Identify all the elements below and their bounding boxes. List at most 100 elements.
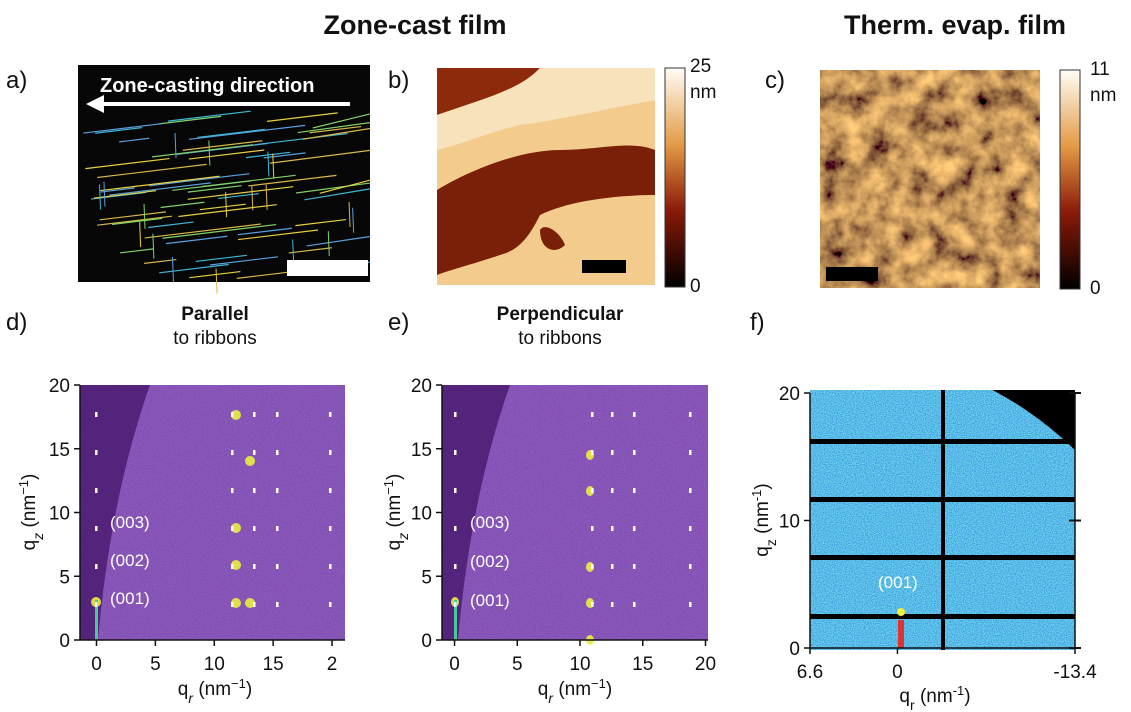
axis-label-part: q — [538, 679, 549, 700]
x-axis-label: qr (nm-1) — [899, 683, 970, 712]
mask-dot — [689, 602, 692, 607]
mask-dot — [633, 526, 636, 531]
mask-dot — [253, 564, 256, 569]
mask-dot — [611, 450, 614, 455]
mask-dot — [276, 488, 279, 493]
mask-dot — [253, 450, 256, 455]
subheading: to ribbons — [518, 328, 601, 349]
mask-dot — [611, 526, 614, 531]
x-tick-label: 15 — [632, 654, 653, 675]
mask-dot — [231, 526, 234, 531]
axis-label-part: (nm — [915, 686, 953, 707]
mask-dot — [611, 412, 614, 417]
axis-label-part: z — [395, 533, 411, 541]
x-axis-label: qr (nm−1) — [538, 676, 612, 707]
y-tick-label: 20 — [779, 384, 800, 405]
axis-label-part: q — [178, 679, 189, 700]
mask-dot — [454, 602, 457, 607]
mask-dot — [95, 450, 98, 455]
axis-label-part: q — [899, 686, 910, 707]
x-tick-label: 15 — [263, 654, 284, 675]
x-tick-label: 6.6 — [797, 662, 823, 683]
mask-dot — [689, 450, 692, 455]
mask-dot — [611, 488, 614, 493]
image-f — [810, 390, 1075, 650]
mask-dot — [329, 412, 332, 417]
mask-dot — [591, 488, 594, 493]
y-tick-label: 0 — [421, 631, 432, 652]
y-axis-label: qz (nm−1) — [381, 474, 412, 551]
subheading: to ribbons — [173, 328, 256, 349]
mask-dot — [276, 602, 279, 607]
mask-dot — [253, 412, 256, 417]
colorbar-label: 0 — [690, 276, 701, 297]
mask-dot — [633, 412, 636, 417]
panel-label: d) — [6, 309, 27, 336]
y-axis-label: qz (nm−1) — [16, 474, 47, 551]
axis-label-part: q — [752, 546, 773, 557]
axis-label-part: ) — [606, 679, 612, 700]
figure: Zone-cast film Therm. evap. film a) b) c… — [0, 0, 1131, 712]
x-tick-label: 2 — [327, 654, 338, 675]
mask-dot — [276, 412, 279, 417]
peak-label: (002) — [470, 552, 510, 571]
spot — [245, 456, 255, 466]
x-tick-label: 0 — [91, 654, 102, 675]
x-tick-label: -13.4 — [1053, 662, 1097, 683]
title: Therm. evap. film — [844, 10, 1066, 40]
image-a — [78, 65, 370, 294]
peak-label: (001) — [110, 589, 150, 608]
colorbar-unit: nm — [690, 82, 716, 103]
mask-dot — [611, 564, 614, 569]
mask-dot — [95, 564, 98, 569]
x-tick-label: 10 — [569, 654, 590, 675]
y-tick-label: 15 — [49, 440, 70, 461]
mask-dot — [591, 412, 594, 417]
axis-label-part: -1 — [953, 683, 965, 698]
mask-dot — [329, 450, 332, 455]
colorbar-label: 0 — [1090, 278, 1101, 299]
axis-label-part: −1 — [231, 676, 246, 691]
axis-label-part: q — [19, 540, 40, 551]
mask-dot — [231, 564, 234, 569]
axis-label-part: (nm — [553, 679, 591, 700]
image-c — [820, 70, 1040, 288]
mask-dot — [591, 526, 594, 531]
mask-dot — [454, 488, 457, 493]
peak-label: (001) — [878, 573, 918, 592]
axis-label-part: (nm — [193, 679, 231, 700]
y-tick-label: 20 — [49, 376, 70, 397]
mask-dot — [329, 564, 332, 569]
axis-label-part: ) — [19, 474, 40, 480]
axis-label-part: z — [763, 539, 779, 546]
panel-label: b) — [388, 67, 409, 94]
mask-dot — [611, 602, 614, 607]
peak-label: (003) — [110, 513, 150, 532]
mask-dot — [454, 526, 457, 531]
y-tick-label: 10 — [411, 504, 432, 525]
peak-label: (001) — [470, 591, 510, 610]
annotation: Zone-casting direction — [100, 75, 314, 97]
mask-dot — [689, 526, 692, 531]
mask-dot — [276, 564, 279, 569]
mask-dot — [329, 488, 332, 493]
peak-label: (002) — [110, 551, 150, 570]
x-tick-label: 5 — [150, 654, 161, 675]
axis-label-part: ) — [964, 686, 970, 707]
colorbar-label: 25 — [690, 56, 711, 77]
y-tick-label: 5 — [59, 567, 70, 588]
axis-label-part: -1 — [749, 490, 764, 502]
y-tick-label: 10 — [49, 504, 70, 525]
x-tick-label: 0 — [449, 654, 460, 675]
axis-label-part: (nm — [19, 495, 40, 533]
axis-label-part: −1 — [591, 676, 606, 691]
x-tick-label: 5 — [512, 654, 523, 675]
axis-label-part: ) — [752, 483, 773, 489]
mask-dot — [231, 450, 234, 455]
y-axis-label: qz (nm-1) — [749, 483, 780, 556]
mask-dot — [591, 564, 594, 569]
y-tick-label: 15 — [411, 440, 432, 461]
axis-label-part: ) — [246, 679, 252, 700]
mask-dot — [231, 602, 234, 607]
heading: Perpendicular — [497, 304, 624, 325]
